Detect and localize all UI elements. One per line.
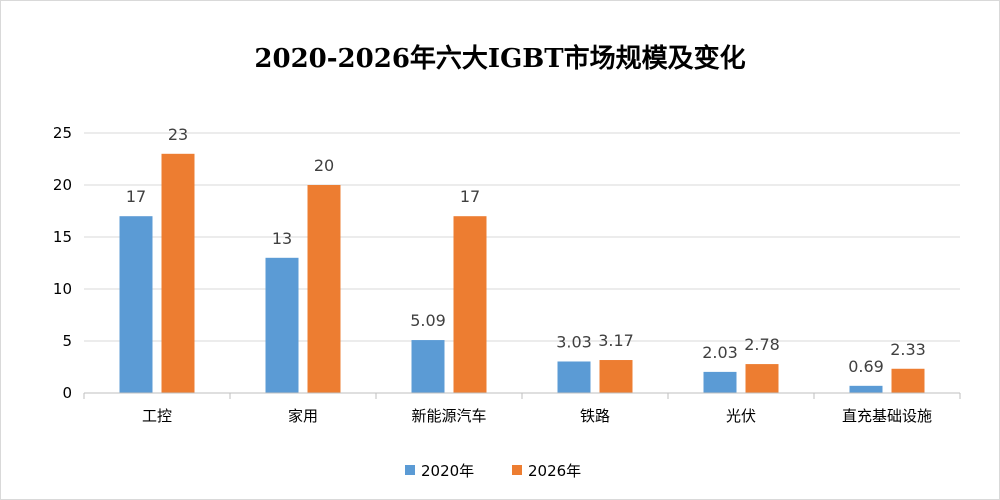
legend-swatch bbox=[512, 465, 522, 475]
data-label: 5.09 bbox=[410, 311, 446, 330]
bar-series2 bbox=[453, 216, 487, 393]
data-label: 3.03 bbox=[556, 332, 592, 351]
data-label: 17 bbox=[126, 187, 146, 206]
bar-series2 bbox=[307, 185, 341, 393]
data-label: 2.03 bbox=[702, 343, 738, 362]
data-label: 20 bbox=[314, 156, 334, 175]
y-tick-label: 20 bbox=[53, 176, 72, 194]
legend-label: 2020年 bbox=[421, 462, 474, 480]
chart-title: 2020-2026年六大IGBT市场规模及变化 bbox=[254, 44, 746, 74]
bar-series1 bbox=[265, 257, 299, 393]
x-category-label: 铁路 bbox=[580, 407, 610, 425]
x-category-label: 直充基础设施 bbox=[842, 407, 932, 425]
data-labels: 17 23 13 20 5.09 17 3.03 3.17 2.03 2.78 0.69 2.33 bbox=[126, 125, 926, 376]
bar-series1 bbox=[703, 371, 737, 393]
y-tick-label: 10 bbox=[53, 280, 72, 298]
bars bbox=[119, 153, 925, 393]
y-tick-label: 5 bbox=[62, 332, 72, 350]
y-tick-label: 25 bbox=[53, 124, 72, 142]
data-label: 17 bbox=[460, 187, 480, 206]
bar-series1 bbox=[849, 385, 883, 393]
y-tick-label: 0 bbox=[62, 384, 72, 402]
bar-series2 bbox=[161, 153, 195, 393]
data-label: 2.78 bbox=[744, 335, 780, 354]
data-label: 0.69 bbox=[848, 357, 884, 376]
bar-series2 bbox=[891, 368, 925, 393]
data-label: 2.33 bbox=[890, 340, 926, 359]
bar-series1 bbox=[411, 340, 445, 393]
data-label: 23 bbox=[168, 125, 188, 144]
x-category-label: 新能源汽车 bbox=[411, 407, 486, 425]
bar-series2 bbox=[599, 360, 633, 393]
data-label: 13 bbox=[272, 229, 292, 248]
legend-label: 2026年 bbox=[528, 462, 581, 480]
y-tick-label: 15 bbox=[53, 228, 72, 246]
x-category-label: 光伏 bbox=[726, 407, 756, 425]
data-label: 3.17 bbox=[598, 331, 634, 350]
bar-series1 bbox=[119, 216, 153, 393]
x-category-label: 家用 bbox=[288, 407, 318, 425]
x-axis: 工控 家用 新能源汽车 铁路 光伏 直充基础设施 bbox=[83, 392, 961, 425]
bar-series2 bbox=[745, 364, 779, 393]
gridlines bbox=[84, 132, 960, 342]
y-axis-ticks: 0 5 10 15 20 25 bbox=[53, 124, 72, 402]
legend: 2020年 2026年 bbox=[405, 462, 581, 480]
bar-series1 bbox=[557, 361, 591, 393]
legend-swatch bbox=[405, 465, 415, 475]
x-category-label: 工控 bbox=[142, 407, 172, 425]
